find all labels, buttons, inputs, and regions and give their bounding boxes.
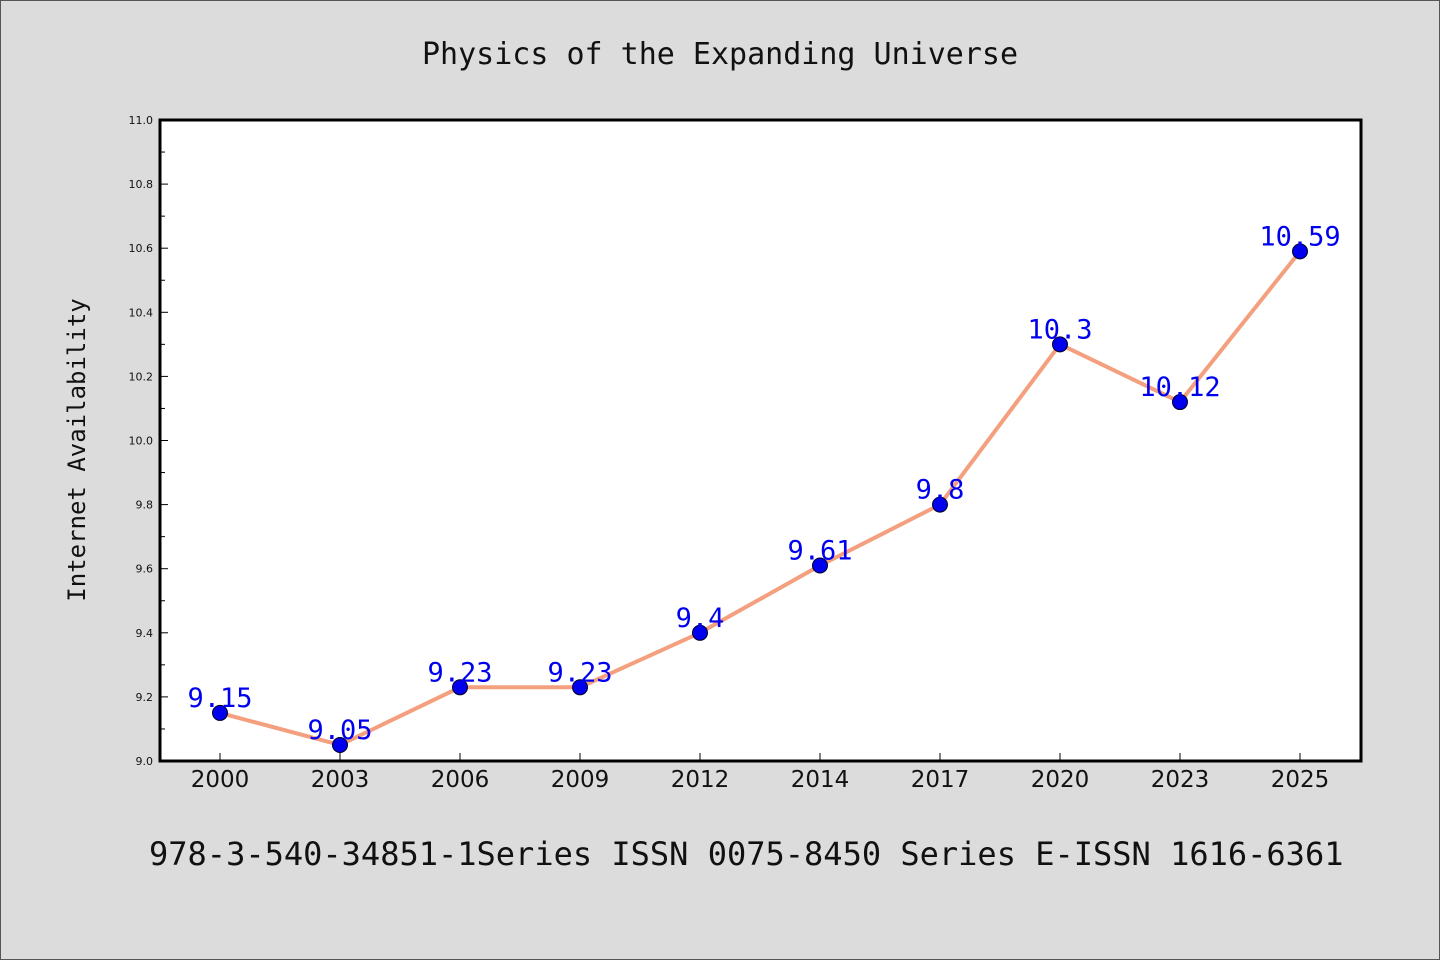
data-point-marker [692, 624, 708, 641]
plot-area [158, 118, 1363, 763]
data-point-marker [452, 679, 468, 696]
data-point-marker [332, 736, 348, 753]
data-label: 9.05 [307, 715, 372, 746]
data-label: 9.23 [547, 657, 612, 688]
y-axis-ticks: 9.0 9.2 9.4 9.6 9.8 10.0 10.2 10.4 10.6 10.8 11.0 [129, 114, 168, 768]
y-tick-label: 9.2 [136, 691, 154, 704]
data-label: 9.15 [187, 683, 252, 714]
data-label: 9.4 [676, 603, 725, 634]
data-label: 9.8 [916, 475, 965, 506]
y-tick-label: 11.0 [129, 114, 154, 127]
data-point-marker [932, 496, 948, 513]
y-tick-label: 10.8 [129, 178, 154, 191]
x-tick-label: 2012 [671, 767, 730, 793]
y-tick-label: 9.4 [136, 627, 154, 640]
y-axis-label: Internet Availability [63, 298, 91, 601]
y-tick-label: 9.0 [136, 755, 154, 768]
data-label: 10.3 [1027, 314, 1092, 345]
x-tick-label: 2023 [1151, 767, 1210, 793]
x-tick-label: 2000 [191, 767, 250, 793]
y-tick-label: 10.2 [129, 370, 154, 383]
footer-isbn-text: 978-3-540-34851-1Series ISSN 0075-8450 S… [149, 835, 1343, 873]
chart-title: Physics of the Expanding Universe [422, 37, 1018, 72]
x-axis-ticks: 2000 2003 2006 2009 2012 2014 2017 2020 2023 2025 [191, 753, 1330, 793]
x-tick-label: 2006 [431, 767, 490, 793]
x-tick-label: 2003 [311, 767, 370, 793]
x-tick-label: 2014 [791, 767, 850, 793]
data-point-marker [812, 557, 828, 574]
data-point-marker [572, 679, 588, 696]
series-line [219, 250, 1302, 747]
series-layer: 9.15 9.05 9.23 9.23 9.4 9.61 9.8 10.3 10.12 10.59 [187, 221, 1341, 753]
data-point-marker [1292, 243, 1308, 260]
data-point-marker [212, 704, 228, 721]
y-tick-label: 9.6 [136, 563, 154, 576]
data-point-marker [1052, 336, 1068, 353]
y-tick-label: 10.6 [129, 242, 154, 255]
data-label: 10.59 [1259, 221, 1340, 252]
data-point-marker [1172, 394, 1188, 411]
x-tick-label: 2017 [911, 767, 970, 793]
x-tick-label: 2020 [1031, 767, 1090, 793]
x-tick-label: 2009 [551, 767, 610, 793]
data-label: 9.61 [787, 535, 852, 566]
data-label: 9.23 [427, 657, 492, 688]
y-tick-label: 10.0 [129, 435, 154, 448]
x-tick-label: 2025 [1271, 767, 1330, 793]
data-label: 10.12 [1139, 372, 1220, 403]
y-tick-label: 10.4 [129, 306, 154, 319]
y-tick-label: 9.8 [136, 499, 154, 512]
